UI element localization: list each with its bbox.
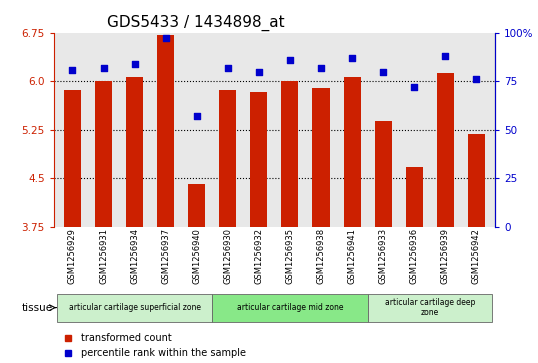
Text: tissue: tissue — [22, 303, 53, 313]
Text: articular cartilage superficial zone: articular cartilage superficial zone — [68, 303, 201, 312]
Bar — [406, 167, 423, 227]
Point — [130, 61, 139, 67]
Bar — [95, 81, 112, 227]
Point — [99, 65, 108, 70]
Point — [286, 57, 294, 63]
Bar — [468, 134, 485, 227]
Bar — [437, 73, 454, 227]
Bar — [213, 294, 367, 322]
Point — [472, 76, 480, 82]
Text: GDS5433 / 1434898_at: GDS5433 / 1434898_at — [107, 15, 285, 31]
Bar — [374, 121, 392, 227]
Bar — [64, 90, 81, 227]
Bar — [188, 184, 206, 227]
Bar — [343, 77, 360, 227]
Bar — [157, 34, 174, 227]
Point — [410, 84, 419, 90]
Point — [161, 36, 170, 41]
Point — [254, 69, 263, 74]
Point — [193, 113, 201, 119]
Point — [68, 67, 77, 73]
Bar — [126, 77, 143, 227]
Bar — [281, 81, 299, 227]
Bar — [220, 90, 236, 227]
Bar — [250, 92, 267, 227]
Point — [223, 65, 232, 70]
Legend: transformed count, percentile rank within the sample: transformed count, percentile rank withi… — [59, 333, 246, 358]
Bar — [367, 294, 492, 322]
Bar — [313, 88, 330, 227]
Point — [379, 69, 387, 74]
Text: articular cartilage mid zone: articular cartilage mid zone — [237, 303, 343, 312]
Point — [348, 55, 356, 61]
Bar — [57, 294, 213, 322]
Text: articular cartilage deep
zone: articular cartilage deep zone — [385, 298, 475, 317]
Point — [441, 53, 450, 59]
Point — [317, 65, 325, 70]
